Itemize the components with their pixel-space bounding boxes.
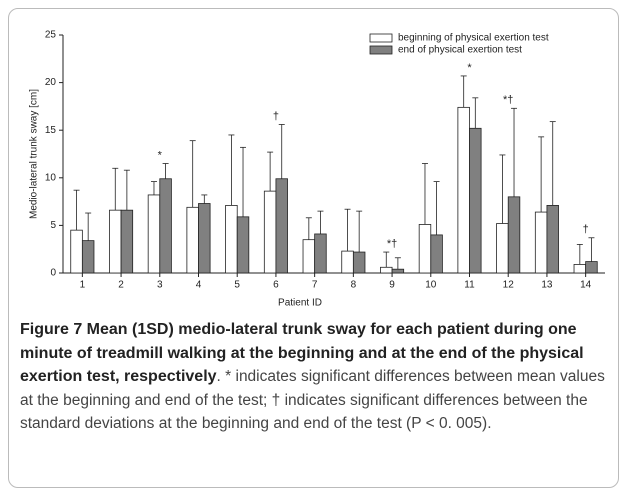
bar [380,266,393,274]
bar [352,251,366,274]
x-tick-label: 3 [157,280,163,291]
bar [507,196,521,274]
bar [147,194,161,274]
legend-swatch [369,33,393,43]
x-tick-label: 12 [503,280,515,291]
annotation: * [467,62,472,74]
chart: Patient ID Medio-lateral trunk sway [cm]… [29,30,605,309]
x-tick-label: 10 [425,280,437,291]
y-tick-label: 15 [45,125,57,136]
x-tick-label: 4 [196,280,202,291]
y-tick-label: 25 [45,30,57,41]
bar [546,205,559,274]
bar [225,205,238,274]
annotation: † [273,110,279,122]
x-tick-label: 7 [312,280,318,291]
x-tick-label: 6 [273,280,279,291]
x-tick-label: 9 [389,280,395,291]
x-tick-label: 13 [541,280,553,291]
bar [159,178,172,274]
bar [109,209,122,274]
bar [430,234,443,274]
bar [314,233,327,274]
bar [534,211,548,274]
x-tick-label: 5 [234,280,240,291]
annotation: * [158,149,163,161]
bar [457,106,470,274]
x-tick-label: 11 [464,280,475,291]
annotation: *† [387,238,397,250]
x-tick-label: 8 [351,280,357,291]
bar [391,268,405,274]
bar [236,216,250,274]
bar [585,261,598,274]
legend-label: beginning of physical exertion test [398,33,549,44]
caption-text: . * indicates significant differences be… [20,368,605,432]
y-tick-label: 20 [45,77,57,88]
annotation: † [583,224,589,236]
caption-title: Figure 7 Mean (1SD) medio-lateral trunk … [20,321,584,385]
bar [198,203,211,274]
legend-swatch [369,45,393,55]
y-tick-label: 5 [50,220,56,231]
legend-label: end of physical exertion test [398,45,522,56]
bar [341,250,354,274]
bar [275,178,288,274]
bar [70,229,83,274]
annotation: *† [503,94,513,106]
x-axis-label: Patient ID [278,298,322,309]
x-tick-label: 2 [118,280,124,291]
bar [186,206,199,274]
frame [8,8,619,488]
bar [120,209,134,274]
bar [573,264,587,274]
y-tick-label: 0 [50,268,56,279]
bar [263,190,277,274]
bar [81,240,95,274]
bar [469,127,482,274]
y-tick-label: 10 [45,172,57,183]
caption: Figure 7 Mean (1SD) medio-lateral trunk … [20,318,618,436]
bar [418,224,432,274]
y-axis-label: Medio-lateral trunk sway [cm] [29,89,40,219]
bar [302,239,316,274]
x-tick-label: 1 [80,280,86,291]
x-tick-label: 14 [580,280,592,291]
bar [496,223,509,274]
